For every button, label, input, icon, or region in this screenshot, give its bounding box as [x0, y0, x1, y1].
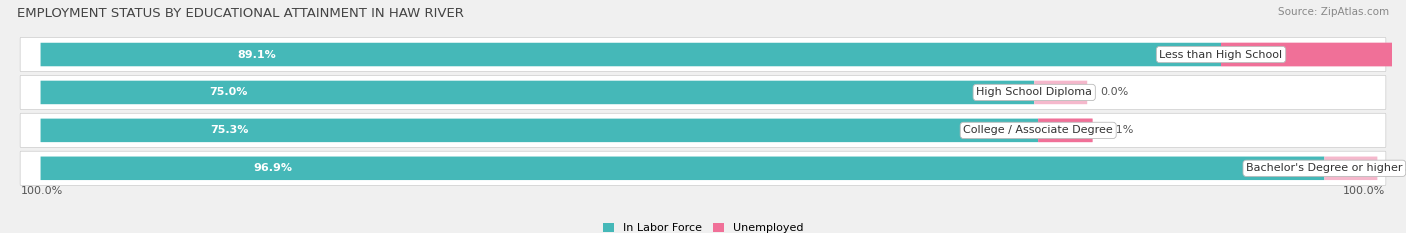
Text: EMPLOYMENT STATUS BY EDUCATIONAL ATTAINMENT IN HAW RIVER: EMPLOYMENT STATUS BY EDUCATIONAL ATTAINM…	[17, 7, 464, 20]
Text: 75.3%: 75.3%	[209, 125, 249, 135]
FancyBboxPatch shape	[1220, 43, 1406, 66]
FancyBboxPatch shape	[41, 119, 1038, 142]
FancyBboxPatch shape	[1038, 119, 1092, 142]
FancyBboxPatch shape	[1038, 119, 1092, 142]
FancyBboxPatch shape	[20, 75, 1386, 110]
Text: 89.1%: 89.1%	[238, 49, 276, 59]
Text: 4.1%: 4.1%	[1105, 125, 1135, 135]
Text: Source: ZipAtlas.com: Source: ZipAtlas.com	[1278, 7, 1389, 17]
FancyBboxPatch shape	[1324, 157, 1378, 180]
Legend: In Labor Force, Unemployed: In Labor Force, Unemployed	[598, 218, 808, 233]
Text: 100.0%: 100.0%	[1343, 186, 1385, 196]
FancyBboxPatch shape	[1220, 43, 1406, 66]
Text: 100.0%: 100.0%	[21, 186, 63, 196]
Text: 0.0%: 0.0%	[1101, 87, 1129, 97]
FancyBboxPatch shape	[1035, 81, 1087, 104]
Text: 75.0%: 75.0%	[209, 87, 247, 97]
Text: Less than High School: Less than High School	[1160, 49, 1282, 59]
Text: Bachelor's Degree or higher: Bachelor's Degree or higher	[1246, 163, 1403, 173]
Text: High School Diploma: High School Diploma	[976, 87, 1092, 97]
FancyBboxPatch shape	[20, 113, 1386, 147]
FancyBboxPatch shape	[41, 43, 1220, 66]
FancyBboxPatch shape	[41, 157, 1324, 180]
Text: College / Associate Degree: College / Associate Degree	[963, 125, 1114, 135]
FancyBboxPatch shape	[20, 38, 1386, 72]
FancyBboxPatch shape	[41, 81, 1035, 104]
FancyBboxPatch shape	[20, 151, 1386, 185]
Text: 96.9%: 96.9%	[253, 163, 292, 173]
Text: 0.0%: 0.0%	[1391, 163, 1406, 173]
